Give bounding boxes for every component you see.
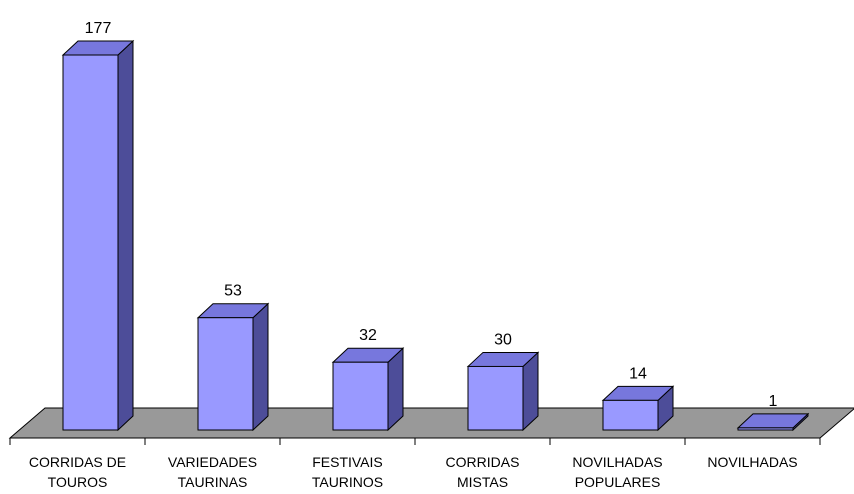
bar-side (252, 302, 269, 432)
x-tick-label: VARIEDADES TAURINAS (167, 454, 258, 490)
bar (197, 317, 254, 431)
bar (467, 365, 524, 431)
bar (62, 54, 119, 431)
bar (332, 361, 389, 431)
x-tick-label: NOVILHADAS POPULARES (572, 454, 663, 490)
value-label: 32 (359, 327, 377, 344)
value-label: 1 (769, 393, 778, 410)
value-label: 14 (629, 365, 647, 382)
x-tick-label: CORRIDAS MISTAS (445, 454, 520, 490)
x-tick-label: FESTIVAIS TAURINOS (311, 454, 384, 490)
x-tick-label: NOVILHADAS (707, 454, 798, 470)
bar (737, 427, 794, 431)
bar (602, 399, 659, 431)
value-label: 30 (494, 331, 512, 348)
x-tick-label: CORRIDAS DE TOUROS (28, 454, 127, 490)
value-label: 177 (85, 20, 112, 37)
value-label: 53 (224, 283, 242, 300)
bar-side (117, 39, 134, 432)
floor (8, 407, 854, 439)
